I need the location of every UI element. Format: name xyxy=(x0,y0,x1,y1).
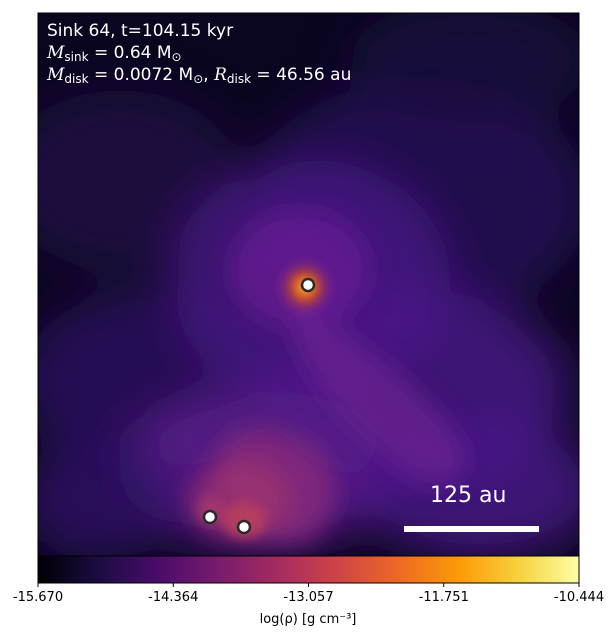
density-map xyxy=(38,13,579,556)
sink-marker-lower-right xyxy=(236,519,252,535)
m-sink-subscript: sink xyxy=(64,50,89,64)
r-disk-value: = 46.56 au xyxy=(251,65,352,85)
r-disk-separator: , xyxy=(203,65,215,85)
m-disk-symbol: M xyxy=(47,65,65,85)
m-disk-subscript: disk xyxy=(64,72,89,86)
m-disk-sun-symbol: ⊙ xyxy=(193,72,204,86)
m-sink-value: = 0.64 M xyxy=(88,43,172,63)
sink-marker-central xyxy=(300,277,316,293)
title-text: Sink 64, t=104.15 kyr xyxy=(47,21,234,41)
r-disk-symbol: R xyxy=(214,65,227,85)
colorbar-tick-label: -14.364 xyxy=(148,590,199,605)
colorbar-tick-label: -15.670 xyxy=(12,590,64,605)
disk-line: Mdisk = 0.0072 M⊙, Rdisk = 46.56 au xyxy=(47,65,351,90)
scale-bar xyxy=(404,526,539,532)
m-sink-sun-symbol: ⊙ xyxy=(171,50,182,64)
sink-marker-lower-left xyxy=(202,509,218,525)
r-disk-subscript: disk xyxy=(226,72,252,86)
m-sink-symbol: M xyxy=(47,43,65,63)
colorbar-tick-label: -10.444 xyxy=(553,590,605,605)
colorbar-label: log(ρ) [g cm⁻³] xyxy=(259,612,357,627)
m-disk-value: = 0.0072 M xyxy=(88,65,194,85)
colorbar xyxy=(37,555,580,587)
sink-mass-line: Msink = 0.64 M⊙ xyxy=(47,43,182,68)
scale-bar-label: 125 au xyxy=(430,483,507,508)
colorbar-tick-label: -11.751 xyxy=(418,590,469,605)
colorbar-tick-label: -13.057 xyxy=(283,590,334,605)
colorbar-ticks xyxy=(37,583,580,587)
plot-title: Sink 64, t=104.15 kyr xyxy=(47,21,233,42)
